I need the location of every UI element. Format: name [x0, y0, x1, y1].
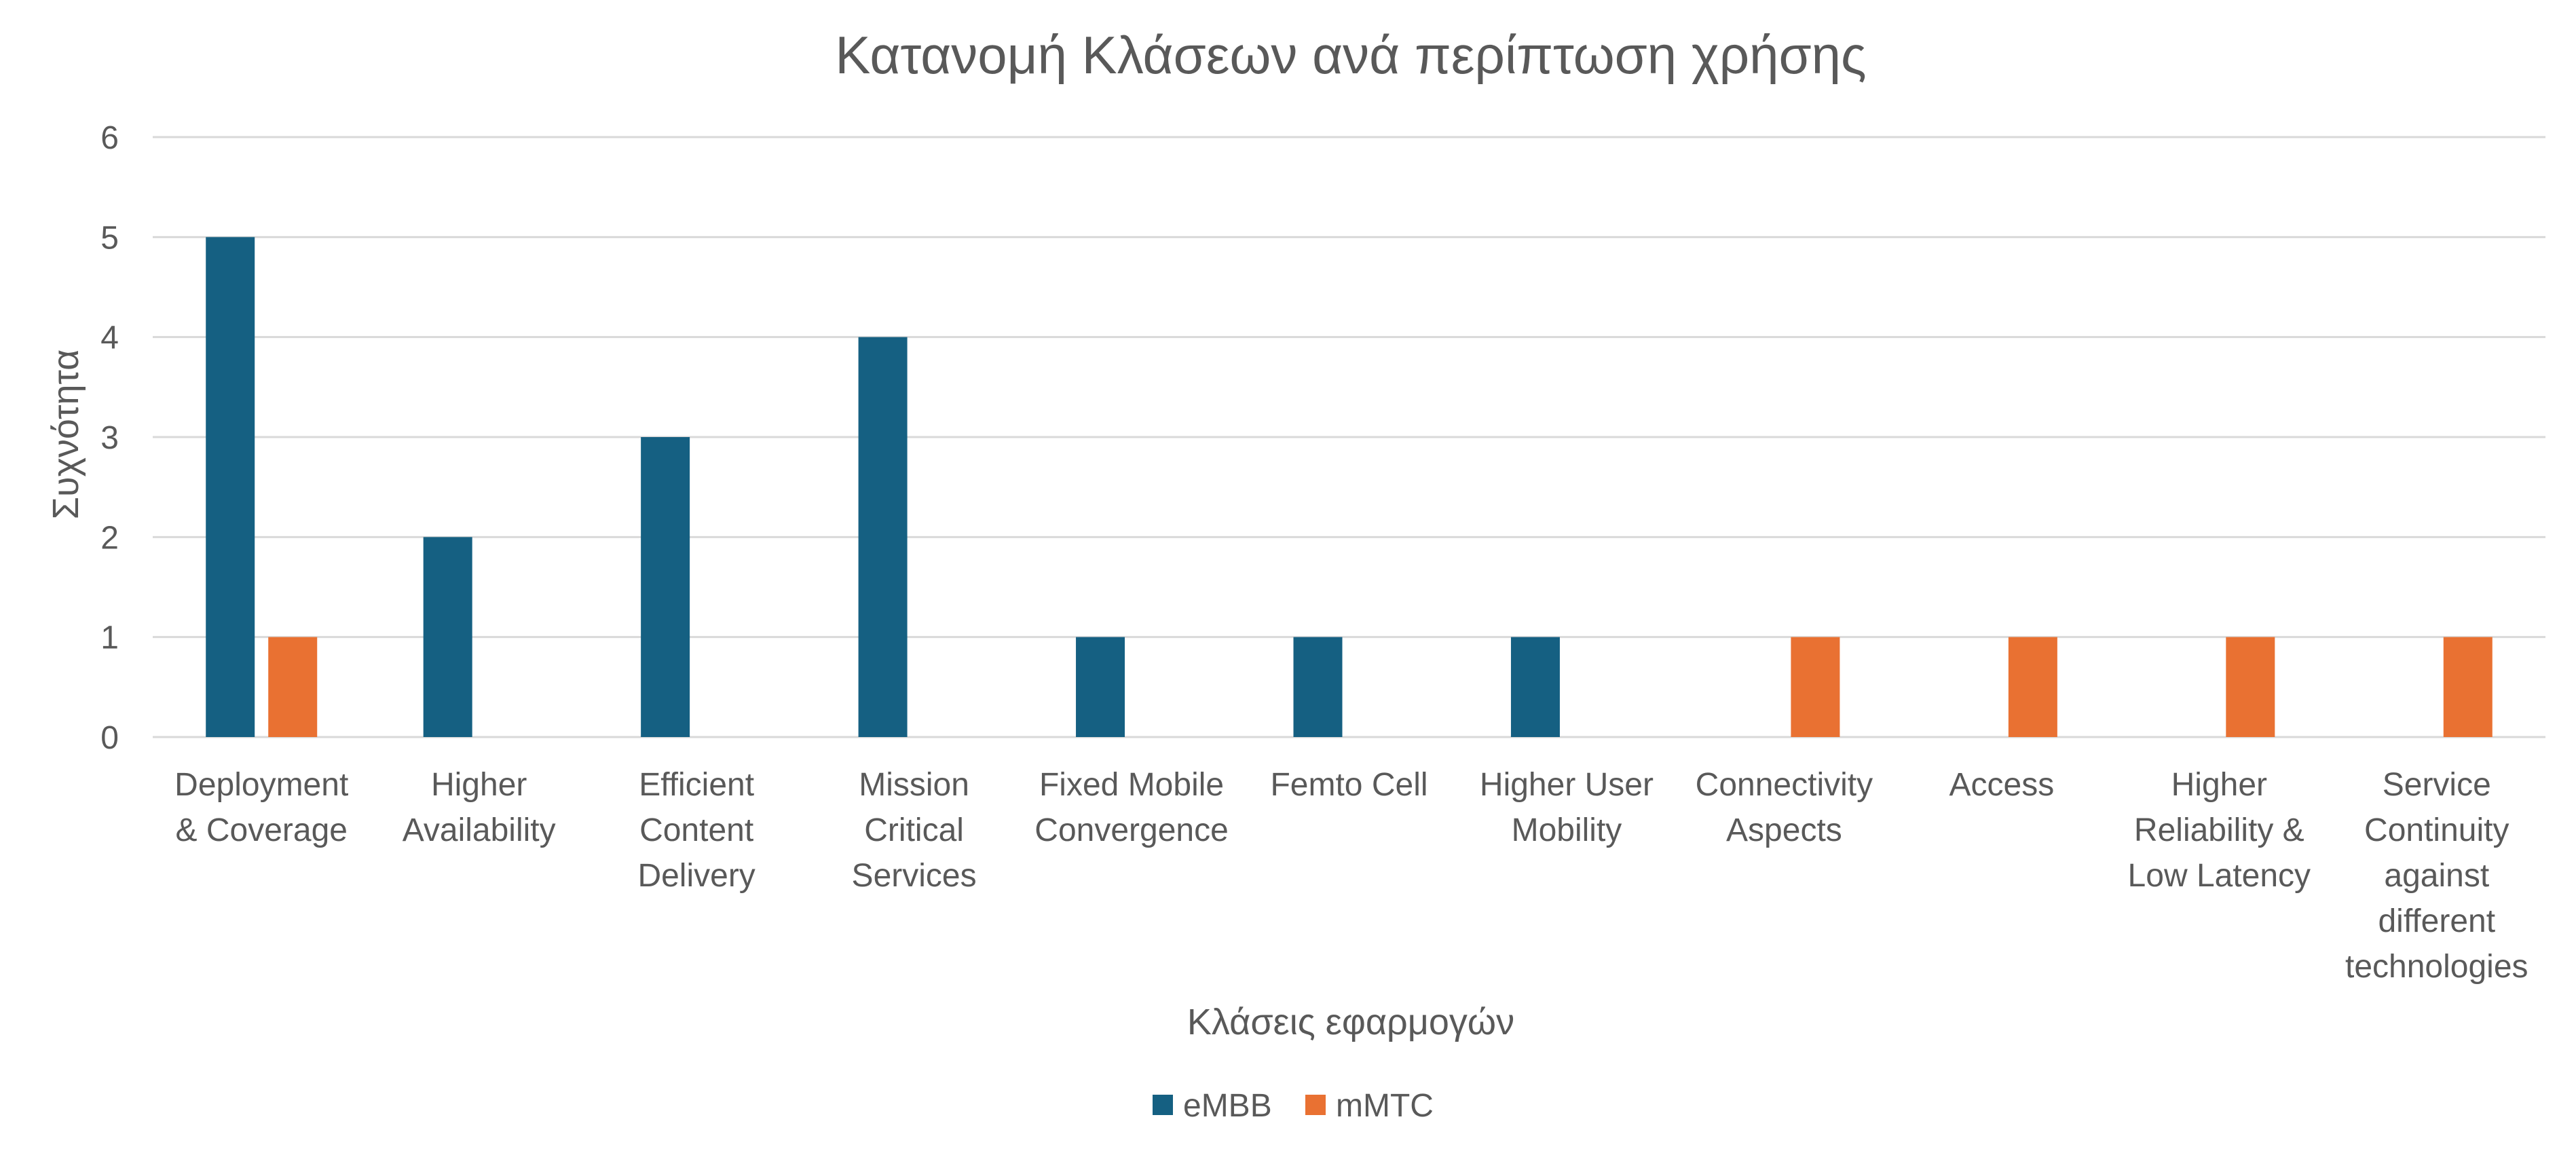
- x-tick-label-2: Efficient Content Delivery: [637, 767, 755, 894]
- bars: [206, 237, 2493, 738]
- x-tick-label-line: Delivery: [637, 858, 755, 894]
- x-axis-title: Κλάσεις εφαρμογών: [1187, 1002, 1514, 1042]
- gridlines: [153, 136, 2545, 738]
- bar-eMBB-0: [206, 237, 255, 737]
- x-tick-label-line: Critical: [864, 812, 964, 848]
- y-tick-label-4: 4: [100, 320, 119, 356]
- x-tick-label-3: Mission Critical Services: [852, 767, 977, 894]
- legend-swatch-mMTC: [1305, 1095, 1326, 1115]
- x-tick-label-line: Femto Cell: [1270, 767, 1427, 803]
- x-tick-label-line: Content: [639, 812, 753, 848]
- bar-eMBB-6: [1510, 637, 1560, 737]
- x-tick-label-9: Higher Reliability & Low Latency: [2128, 767, 2311, 894]
- x-tick-label-8: Access: [1949, 767, 2055, 803]
- x-tick-label-line: Service: [2383, 767, 2491, 803]
- y-tick-label-1: 1: [100, 620, 119, 656]
- x-tick-label-line: Access: [1949, 767, 2055, 803]
- y-tick-label-5: 5: [100, 220, 119, 256]
- legend: eMBB mMTC: [1153, 1088, 1434, 1124]
- x-tick-label-line: Higher: [431, 767, 527, 803]
- x-tick-label-line: Services: [852, 858, 977, 894]
- y-axis-ticks: 0 1 2 3 4 5 6: [100, 120, 119, 756]
- x-tick-label-line: Higher: [2171, 767, 2267, 803]
- x-tick-label-line: technologies: [2345, 949, 2528, 985]
- bar-eMBB-4: [1076, 637, 1125, 737]
- bar-mMTC-7: [1791, 637, 1840, 737]
- x-tick-label-line: Aspects: [1726, 812, 1842, 848]
- x-tick-label-line: Reliability &: [2134, 812, 2304, 848]
- legend-label-mMTC: mMTC: [1336, 1088, 1434, 1124]
- bar-mMTC-8: [2008, 637, 2057, 737]
- x-tick-label-5: Femto Cell: [1270, 767, 1427, 803]
- y-tick-label-6: 6: [100, 120, 119, 156]
- x-tick-label-10: Service Continuity against different technol…: [2345, 767, 2528, 985]
- x-tick-label-line: Deployment: [174, 767, 348, 803]
- bar-eMBB-5: [1293, 637, 1343, 737]
- bar-mMTC-9: [2226, 637, 2275, 737]
- bar-mMTC-10: [2443, 637, 2493, 737]
- x-tick-label-6: Higher User Mobility: [1480, 767, 1654, 848]
- legend-label-eMBB: eMBB: [1183, 1088, 1272, 1124]
- x-tick-label-line: Efficient: [639, 767, 754, 803]
- x-tick-label-4: Fixed Mobile Convergence: [1034, 767, 1229, 848]
- y-tick-label-2: 2: [100, 520, 119, 556]
- x-tick-label-line: against: [2384, 858, 2489, 894]
- x-tick-label-line: Connectivity: [1696, 767, 1873, 803]
- x-tick-label-line: different: [2378, 903, 2495, 939]
- x-tick-label-line: Continuity: [2364, 812, 2509, 848]
- x-tick-label-line: Availability: [403, 812, 556, 848]
- chart-title: Κατανομή Κλάσεων ανά περίπτωση χρήσης: [835, 25, 1866, 85]
- x-tick-label-0: Deployment & Coverage: [174, 767, 348, 848]
- x-tick-label-line: Higher User: [1480, 767, 1654, 803]
- x-tick-label-line: Convergence: [1034, 812, 1229, 848]
- bar-mMTC-0: [268, 637, 318, 737]
- x-tick-label-7: Connectivity Aspects: [1696, 767, 1873, 848]
- y-tick-label-0: 0: [100, 720, 119, 756]
- bar-eMBB-1: [423, 537, 472, 737]
- y-tick-label-3: 3: [100, 420, 119, 456]
- x-tick-label-line: Low Latency: [2128, 858, 2311, 894]
- x-tick-label-line: & Coverage: [175, 812, 347, 848]
- x-tick-label-line: Mobility: [1512, 812, 1622, 848]
- x-axis-ticks: Deployment & Coverage Higher Availability Ef…: [174, 767, 2528, 985]
- y-axis-title: Συχνότητα: [45, 350, 86, 520]
- x-tick-label-line: Fixed Mobile: [1039, 767, 1224, 803]
- bar-eMBB-2: [641, 437, 690, 737]
- legend-swatch-eMBB: [1153, 1095, 1173, 1115]
- x-tick-label-line: Mission: [859, 767, 969, 803]
- bar-eMBB-3: [858, 337, 908, 738]
- x-tick-label-1: Higher Availability: [403, 767, 556, 848]
